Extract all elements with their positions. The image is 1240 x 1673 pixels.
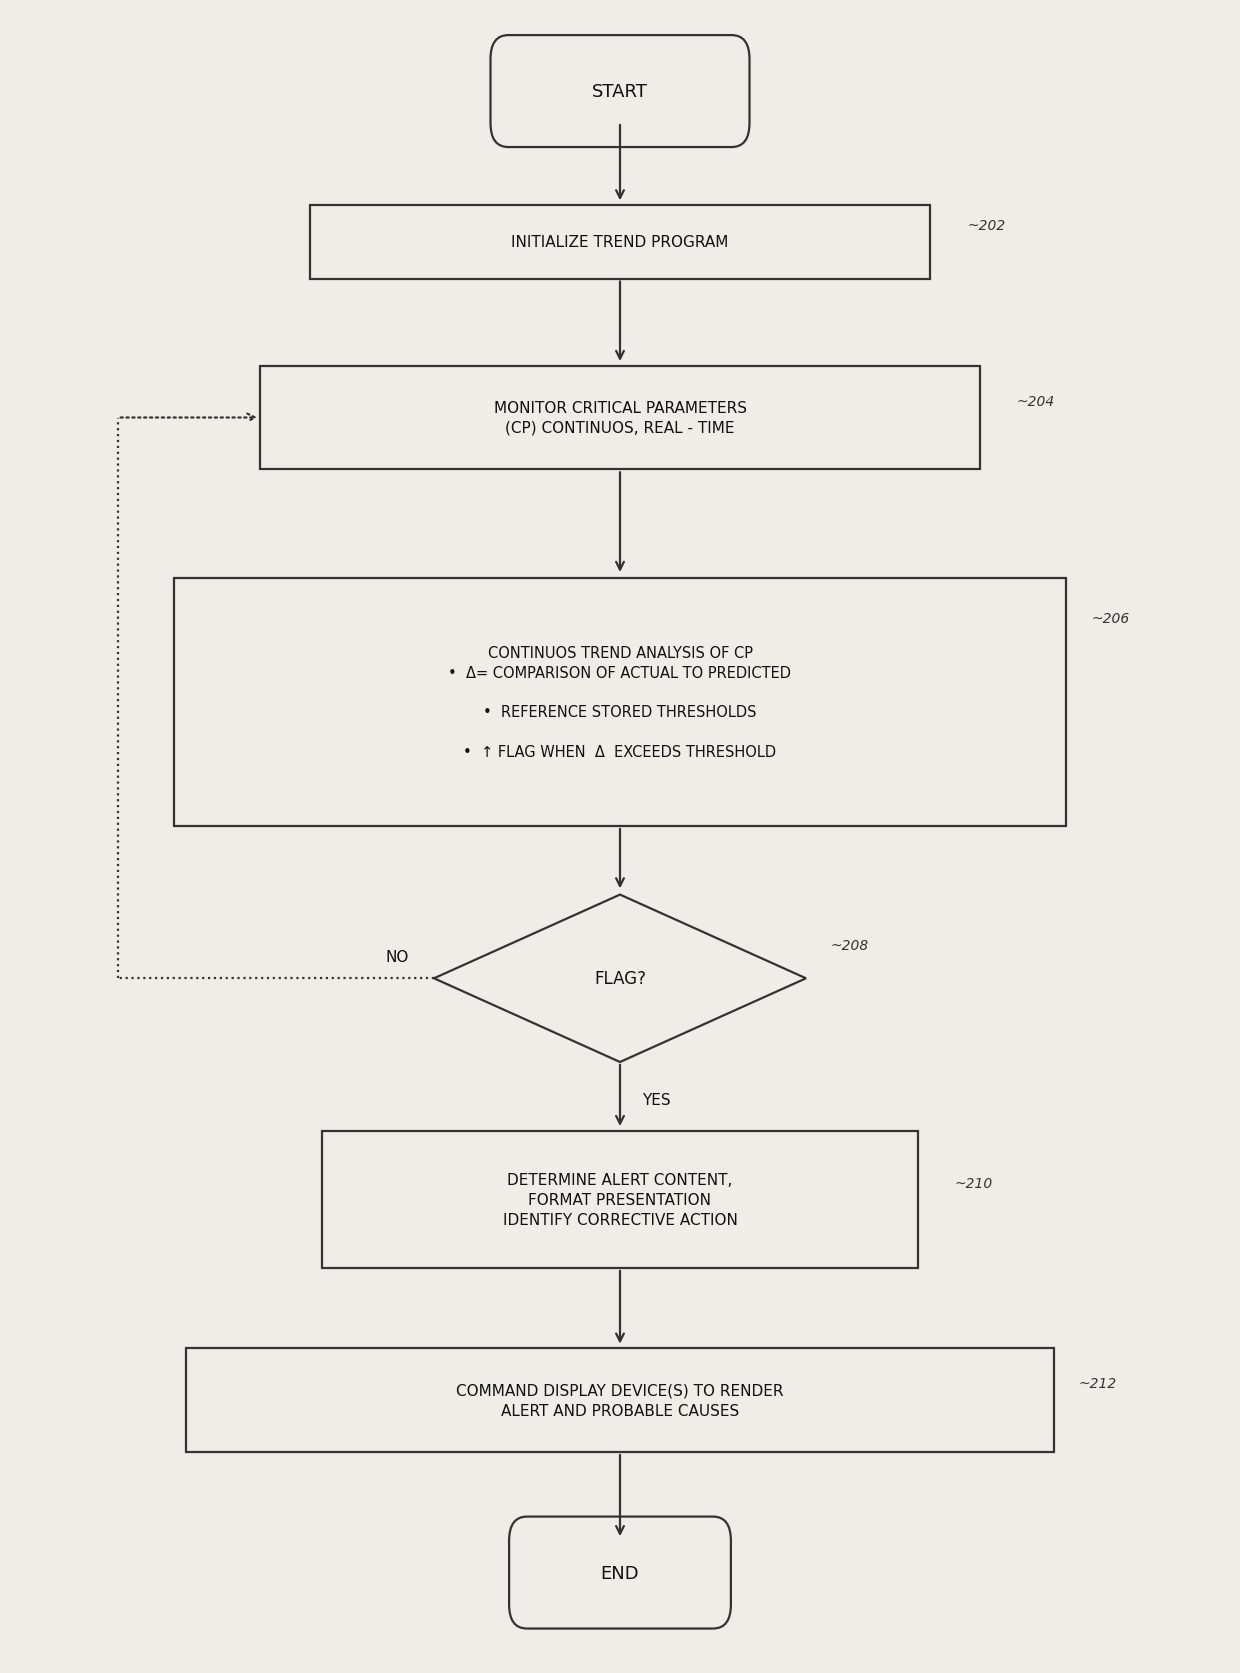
Text: FLAG?: FLAG?: [594, 970, 646, 987]
Text: ~204: ~204: [1017, 395, 1055, 408]
Text: MONITOR CRITICAL PARAMETERS
(CP) CONTINUOS, REAL - TIME: MONITOR CRITICAL PARAMETERS (CP) CONTINU…: [494, 402, 746, 435]
Bar: [186, 1348, 1054, 1452]
FancyBboxPatch shape: [510, 1517, 730, 1628]
Bar: [310, 206, 930, 279]
Text: NO: NO: [386, 950, 409, 964]
FancyBboxPatch shape: [491, 37, 749, 147]
Polygon shape: [434, 895, 806, 1062]
Text: ~208: ~208: [831, 939, 869, 952]
Bar: [260, 366, 980, 470]
Bar: [322, 1131, 918, 1268]
Text: ~210: ~210: [955, 1176, 993, 1190]
Text: INITIALIZE TREND PROGRAM: INITIALIZE TREND PROGRAM: [511, 236, 729, 249]
Text: YES: YES: [642, 1092, 671, 1108]
Text: CONTINUOS TREND ANALYSIS OF CP
•  Δ= COMPARISON OF ACTUAL TO PREDICTED

•  REFER: CONTINUOS TREND ANALYSIS OF CP • Δ= COMP…: [449, 646, 791, 760]
Text: ~212: ~212: [1079, 1377, 1117, 1390]
Text: ~206: ~206: [1091, 612, 1130, 626]
Bar: [174, 579, 1066, 826]
Text: END: END: [600, 1564, 640, 1581]
Text: DETERMINE ALERT CONTENT,
FORMAT PRESENTATION
IDENTIFY CORRECTIVE ACTION: DETERMINE ALERT CONTENT, FORMAT PRESENTA…: [502, 1173, 738, 1226]
Text: COMMAND DISPLAY DEVICE(S) TO RENDER
ALERT AND PROBABLE CAUSES: COMMAND DISPLAY DEVICE(S) TO RENDER ALER…: [456, 1384, 784, 1417]
Text: START: START: [591, 84, 649, 100]
Text: ~202: ~202: [967, 219, 1006, 233]
